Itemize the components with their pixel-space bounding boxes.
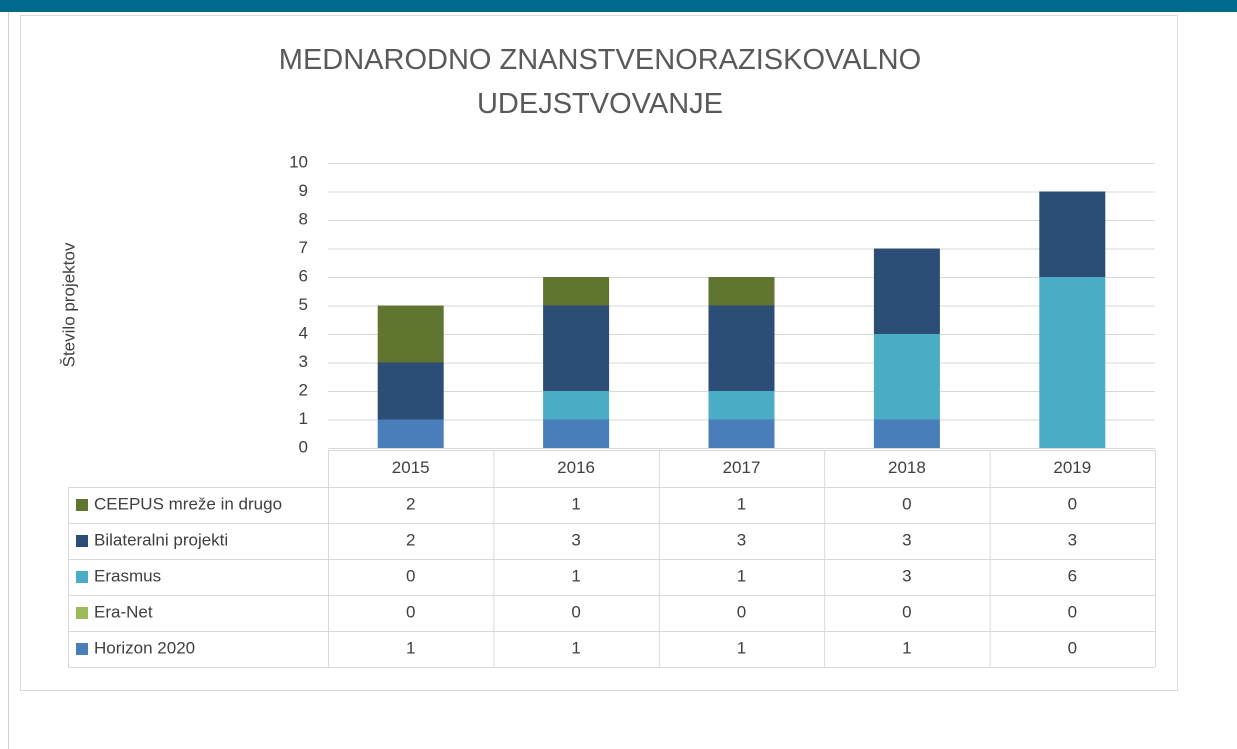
bar-segment — [543, 419, 610, 448]
legend-swatch — [76, 607, 88, 619]
table-value: 3 — [902, 530, 911, 549]
bar-segment — [543, 277, 610, 306]
y-tick-label: 9 — [299, 181, 308, 200]
x-tick-label: 2018 — [888, 458, 926, 477]
table-value: 0 — [406, 602, 415, 621]
table-value: 1 — [737, 638, 746, 657]
legend-swatch — [76, 499, 88, 511]
chart-frame — [20, 15, 1178, 691]
bar-segment — [708, 277, 775, 306]
bar-segment — [873, 334, 940, 420]
table-value: 1 — [406, 638, 415, 657]
table-value: 3 — [1068, 530, 1077, 549]
y-tick-label: 10 — [289, 152, 308, 171]
table-value: 0 — [571, 602, 580, 621]
table-value: 1 — [737, 494, 746, 513]
bar-segment — [708, 419, 775, 448]
table-value: 2 — [406, 494, 415, 513]
table-value: 3 — [571, 530, 580, 549]
table-value: 6 — [1068, 566, 1077, 585]
y-tick-label: 8 — [299, 209, 308, 228]
table-value: 0 — [902, 494, 911, 513]
bar-segment — [1039, 277, 1106, 448]
legend-label: Horizon 2020 — [94, 638, 195, 657]
legend-swatch — [76, 643, 88, 655]
x-tick-label: 2015 — [392, 458, 430, 477]
bar-segment — [873, 248, 940, 334]
bar-segment — [708, 391, 775, 420]
y-tick-label: 1 — [299, 409, 308, 428]
table-value: 1 — [737, 566, 746, 585]
bar-segment — [873, 419, 940, 448]
y-tick-label: 7 — [299, 238, 308, 257]
legend-label: Era-Net — [94, 602, 153, 621]
y-axis-label: Število projektov — [59, 242, 78, 367]
table-value: 0 — [737, 602, 746, 621]
bar-segment — [377, 419, 444, 448]
table-value: 3 — [737, 530, 746, 549]
y-tick-label: 6 — [299, 266, 308, 285]
top-bar — [0, 0, 1237, 12]
table-value: 0 — [1068, 602, 1077, 621]
bar-segment — [377, 362, 444, 420]
table-value: 1 — [571, 494, 580, 513]
table-value: 3 — [902, 566, 911, 585]
legend-swatch — [76, 571, 88, 583]
table-value: 0 — [406, 566, 415, 585]
chart-title: MEDNARODNO ZNANSTVENORAZISKOVALNO UDEJST… — [278, 44, 922, 120]
x-tick-label: 2017 — [723, 458, 761, 477]
table-value: 0 — [1068, 638, 1077, 657]
table-value: 1 — [571, 566, 580, 585]
bar-segment — [377, 305, 444, 363]
legend-label: Bilateralni projekti — [94, 530, 228, 549]
x-tick-label: 2016 — [557, 458, 595, 477]
y-tick-label: 2 — [299, 380, 308, 399]
y-tick-label: 5 — [299, 295, 308, 314]
bar-segment — [708, 305, 775, 391]
bar-segment — [1039, 191, 1106, 277]
table-value: 1 — [902, 638, 911, 657]
y-tick-label: 4 — [299, 323, 308, 342]
legend-label: CEEPUS mreže in drugo — [94, 494, 282, 513]
bar-segment — [543, 391, 610, 420]
legend-swatch — [76, 535, 88, 547]
table-value: 0 — [1068, 494, 1077, 513]
table-value: 0 — [902, 602, 911, 621]
table-value: 1 — [571, 638, 580, 657]
x-tick-label: 2019 — [1053, 458, 1091, 477]
table-value: 2 — [406, 530, 415, 549]
bar-segment — [543, 305, 610, 391]
y-tick-label: 3 — [299, 352, 308, 371]
y-tick-label: 0 — [299, 437, 308, 456]
legend-label: Erasmus — [94, 566, 161, 585]
